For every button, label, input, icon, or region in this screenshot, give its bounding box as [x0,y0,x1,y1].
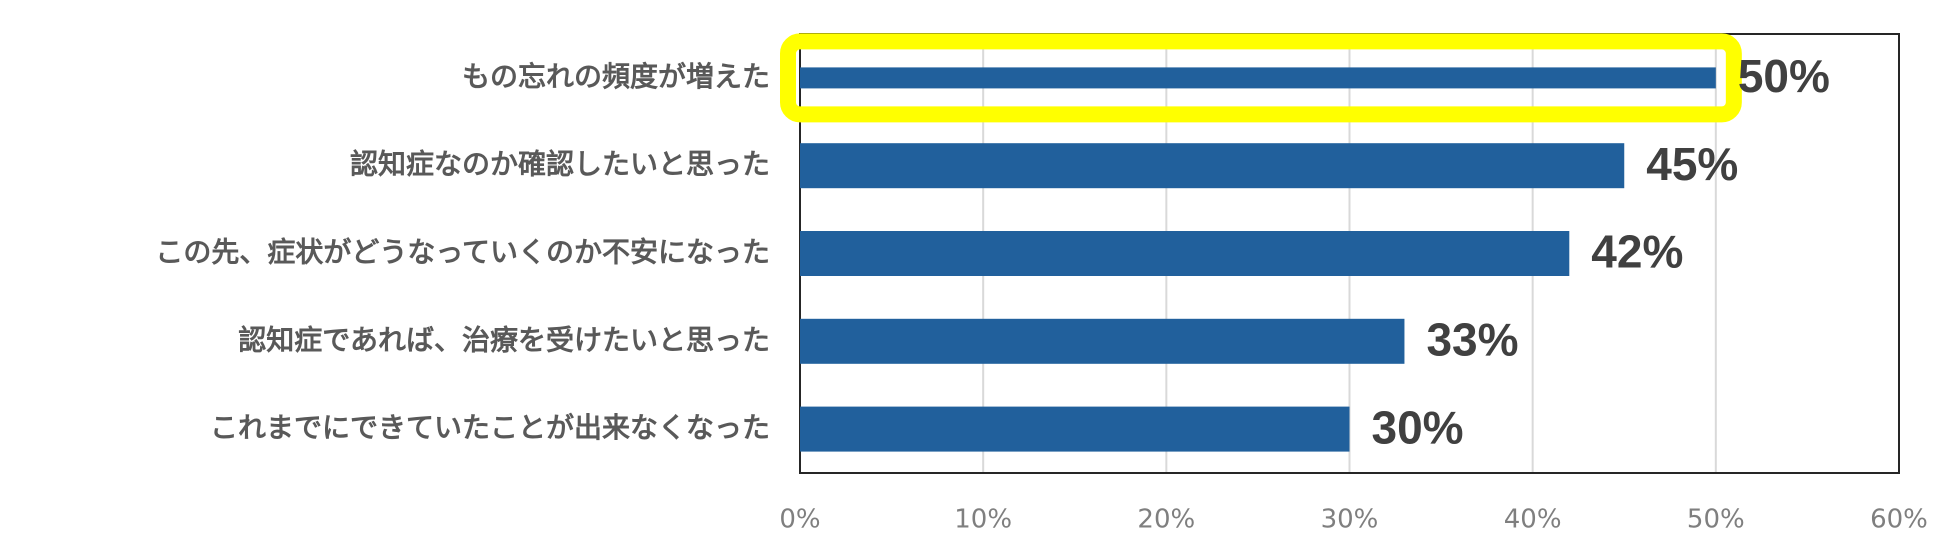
x-tick-label: 60% [1870,505,1928,535]
bar [800,231,1570,276]
category-label: この先、症状がどうなっていくのか不安になった [155,236,770,269]
bar [800,143,1625,189]
x-tick-label: 50% [1687,505,1745,535]
category-label: もの忘れの頻度が増えた [462,60,770,93]
bar [800,67,1716,89]
category-label: 認知症であれば、治療を受けたいと思った [238,323,770,356]
x-tick-label: 20% [1137,505,1195,535]
bar [800,406,1350,452]
value-label: 30% [1372,401,1464,453]
x-tick-label: 40% [1504,505,1562,535]
bar [800,318,1405,364]
x-tick-label: 30% [1321,505,1379,535]
category-label: これまでにできていたことが出来なくなった [210,411,770,444]
value-label: 33% [1426,313,1518,365]
value-label: 42% [1591,226,1683,278]
x-tick-label: 10% [954,505,1012,535]
value-label: 50% [1738,50,1830,102]
value-label: 45% [1646,138,1738,190]
x-tick-label: 0% [779,505,820,535]
category-label: 認知症なのか確認したいと思った [350,148,770,181]
highlight-box [780,33,1742,123]
